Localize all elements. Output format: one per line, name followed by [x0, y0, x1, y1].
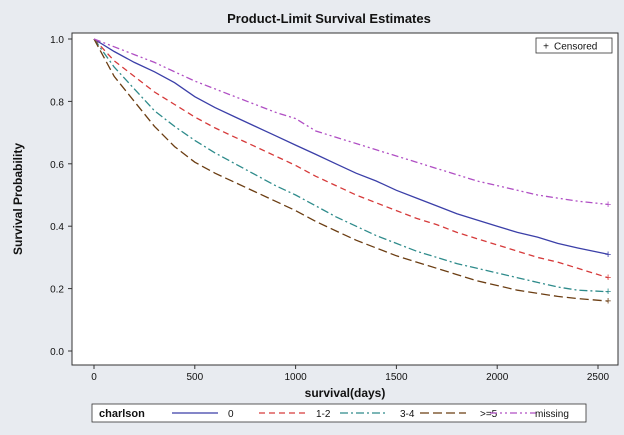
- censored-marker-icon: +: [543, 42, 549, 53]
- plot-area: [71, 32, 619, 366]
- series-line-5: [93, 38, 609, 302]
- legend-label-12: 1-2: [316, 409, 331, 420]
- x-tick-label: 2000: [486, 372, 509, 383]
- legend: 0 1-2 3-4 >=5 missing: [172, 409, 569, 420]
- x-tick-label: 500: [186, 372, 203, 383]
- series-layer: +++++: [93, 38, 611, 308]
- censored-legend: + Censored: [535, 37, 613, 54]
- series-line-34: [93, 38, 609, 293]
- legend-label-34: 3-4: [400, 409, 415, 420]
- y-tick-label: 0.0: [50, 347, 64, 358]
- chart-title: Product-Limit Survival Estimates: [227, 11, 431, 26]
- legend-label-0: 0: [228, 409, 234, 420]
- legend-title: charlson: [99, 408, 145, 420]
- y-tick-label: 0.2: [50, 285, 64, 296]
- x-tick-label: 1500: [385, 372, 408, 383]
- x-tick-label: 1000: [284, 372, 307, 383]
- x-tick-label: 0: [91, 372, 97, 383]
- censored-marker-34: +: [605, 286, 611, 298]
- legend-box: [91, 403, 587, 423]
- censored-legend-label: Censored: [554, 42, 597, 53]
- y-axis-label: Survival Probability: [11, 143, 25, 255]
- x-tick-label: 2500: [587, 372, 610, 383]
- y-tick-label: 0.4: [50, 222, 64, 233]
- legend-label-5: >=5: [480, 409, 498, 420]
- series-line-missing: [93, 38, 609, 206]
- y-tick-label: 0.8: [50, 97, 64, 108]
- censored-legend-box: [535, 37, 613, 54]
- series-line-12: [93, 38, 609, 279]
- y-tick-label: 0.6: [50, 160, 64, 171]
- series-line-0: [93, 38, 609, 255]
- censored-marker-missing: +: [605, 199, 611, 211]
- censored-marker-0: +: [605, 249, 611, 261]
- x-axis-label: survival(days): [305, 386, 386, 400]
- x-axis: 0 500 1000 1500 2000 2500: [91, 365, 610, 383]
- legend-label-missing: missing: [535, 409, 569, 420]
- censored-marker-12: +: [605, 272, 611, 284]
- y-tick-label: 1.0: [50, 35, 64, 46]
- y-axis: 0.0 0.2 0.4 0.6 0.8 1.0: [50, 35, 72, 358]
- censored-marker-5: +: [605, 296, 611, 308]
